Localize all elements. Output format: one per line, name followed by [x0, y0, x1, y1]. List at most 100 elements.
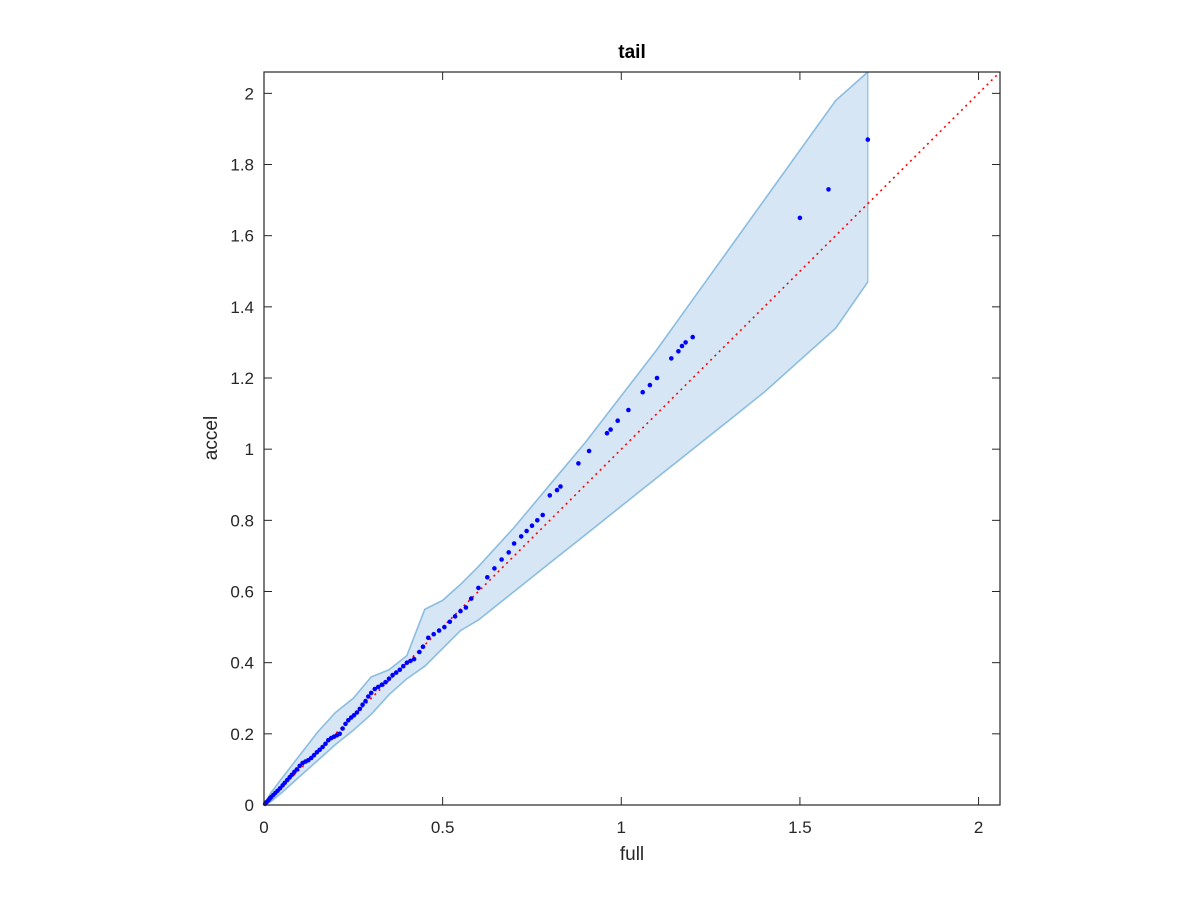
data-point	[463, 605, 469, 610]
data-point	[393, 670, 399, 675]
data-point	[404, 660, 410, 665]
data-point	[640, 389, 645, 395]
data-point	[540, 512, 545, 518]
y-tick-label: 0.6	[230, 583, 254, 602]
data-point	[797, 215, 803, 221]
x-tick-label: 1.5	[788, 818, 812, 837]
x-tick-label: 0.5	[431, 818, 455, 837]
data-point	[346, 718, 351, 723]
confidence-band-upper	[263, 71, 869, 806]
data-point	[615, 418, 620, 424]
x-tick-label: 2	[974, 818, 983, 837]
data-point	[604, 430, 610, 436]
data-point	[647, 382, 653, 388]
data-point	[408, 658, 413, 664]
data-point	[485, 575, 490, 580]
data-point	[558, 484, 563, 489]
data-point	[506, 550, 512, 555]
data-point	[426, 635, 431, 641]
data-point	[524, 528, 529, 534]
data-point	[865, 137, 871, 142]
data-point	[411, 656, 417, 662]
data-point	[311, 752, 317, 758]
confidence-band-lower	[263, 281, 869, 806]
y-tick-label: 1.4	[230, 298, 254, 317]
data-point	[476, 585, 481, 591]
y-tick-label: 0.8	[230, 511, 254, 530]
data-point	[420, 644, 426, 649]
data-point	[626, 407, 631, 413]
y-tick-label: 0	[245, 796, 254, 815]
x-tick-label: 0	[259, 818, 268, 837]
data-point	[492, 566, 497, 571]
data-point	[363, 698, 368, 704]
y-tick-label: 1.6	[230, 227, 254, 246]
data-point	[442, 624, 447, 630]
data-points-layer	[262, 137, 871, 807]
data-point	[351, 713, 357, 718]
data-point	[390, 672, 395, 678]
x-tick-label: 1	[617, 818, 626, 837]
data-point	[340, 726, 345, 731]
data-point	[683, 340, 688, 345]
data-point	[547, 493, 553, 498]
data-point	[529, 523, 535, 528]
data-point	[386, 676, 392, 681]
data-point	[499, 557, 504, 562]
data-point	[308, 755, 314, 761]
data-point	[397, 667, 403, 673]
data-point	[294, 767, 300, 772]
data-point	[317, 747, 323, 753]
data-point	[535, 518, 540, 523]
x-axis-label: full	[620, 844, 644, 865]
data-point	[297, 763, 303, 769]
y-tick-label: 0.4	[230, 654, 254, 673]
data-point	[586, 448, 592, 454]
data-point	[576, 461, 581, 466]
data-point	[366, 694, 371, 699]
data-point	[376, 684, 381, 690]
data-point	[401, 663, 406, 669]
data-point	[354, 710, 360, 715]
data-point	[431, 631, 437, 637]
y-tick-label: 2	[245, 84, 254, 103]
data-point	[676, 349, 681, 354]
data-point	[654, 375, 660, 381]
data-point	[452, 614, 458, 619]
data-point	[383, 679, 388, 685]
data-point	[468, 596, 474, 601]
axes-box	[263, 71, 1001, 806]
data-point	[360, 702, 365, 707]
data-point	[357, 706, 363, 712]
confidence-band-fill	[264, 72, 868, 805]
data-point	[323, 741, 328, 747]
data-point	[554, 487, 560, 493]
data-point	[436, 628, 442, 633]
data-point	[690, 334, 695, 340]
y-axis-label: accel	[201, 416, 222, 460]
data-point	[608, 427, 613, 432]
chart-title: tail	[618, 42, 645, 63]
data-point	[417, 649, 422, 655]
data-point	[458, 608, 463, 614]
data-point	[447, 619, 453, 625]
y-tick-label: 1.8	[230, 156, 254, 175]
y-tick-label: 1.2	[230, 369, 254, 388]
data-point	[679, 343, 685, 349]
data-point	[343, 721, 348, 727]
data-point	[337, 731, 343, 737]
y-tick-label: 0.2	[230, 725, 254, 744]
data-point	[826, 187, 831, 192]
reference-line	[263, 71, 1001, 806]
data-point	[372, 686, 378, 692]
data-point	[379, 682, 385, 687]
reference-line-layer	[263, 71, 1001, 806]
confidence-band-layer	[263, 71, 869, 806]
axes-layer: 0 0.5 1 1.5 2 0 0.2 0.4 0.6 0.8 1 1.2 1.4 1.6 1.8 2	[230, 71, 1001, 837]
data-point	[669, 356, 674, 361]
data-point	[368, 690, 374, 696]
data-point	[511, 541, 517, 546]
data-point	[320, 744, 325, 750]
